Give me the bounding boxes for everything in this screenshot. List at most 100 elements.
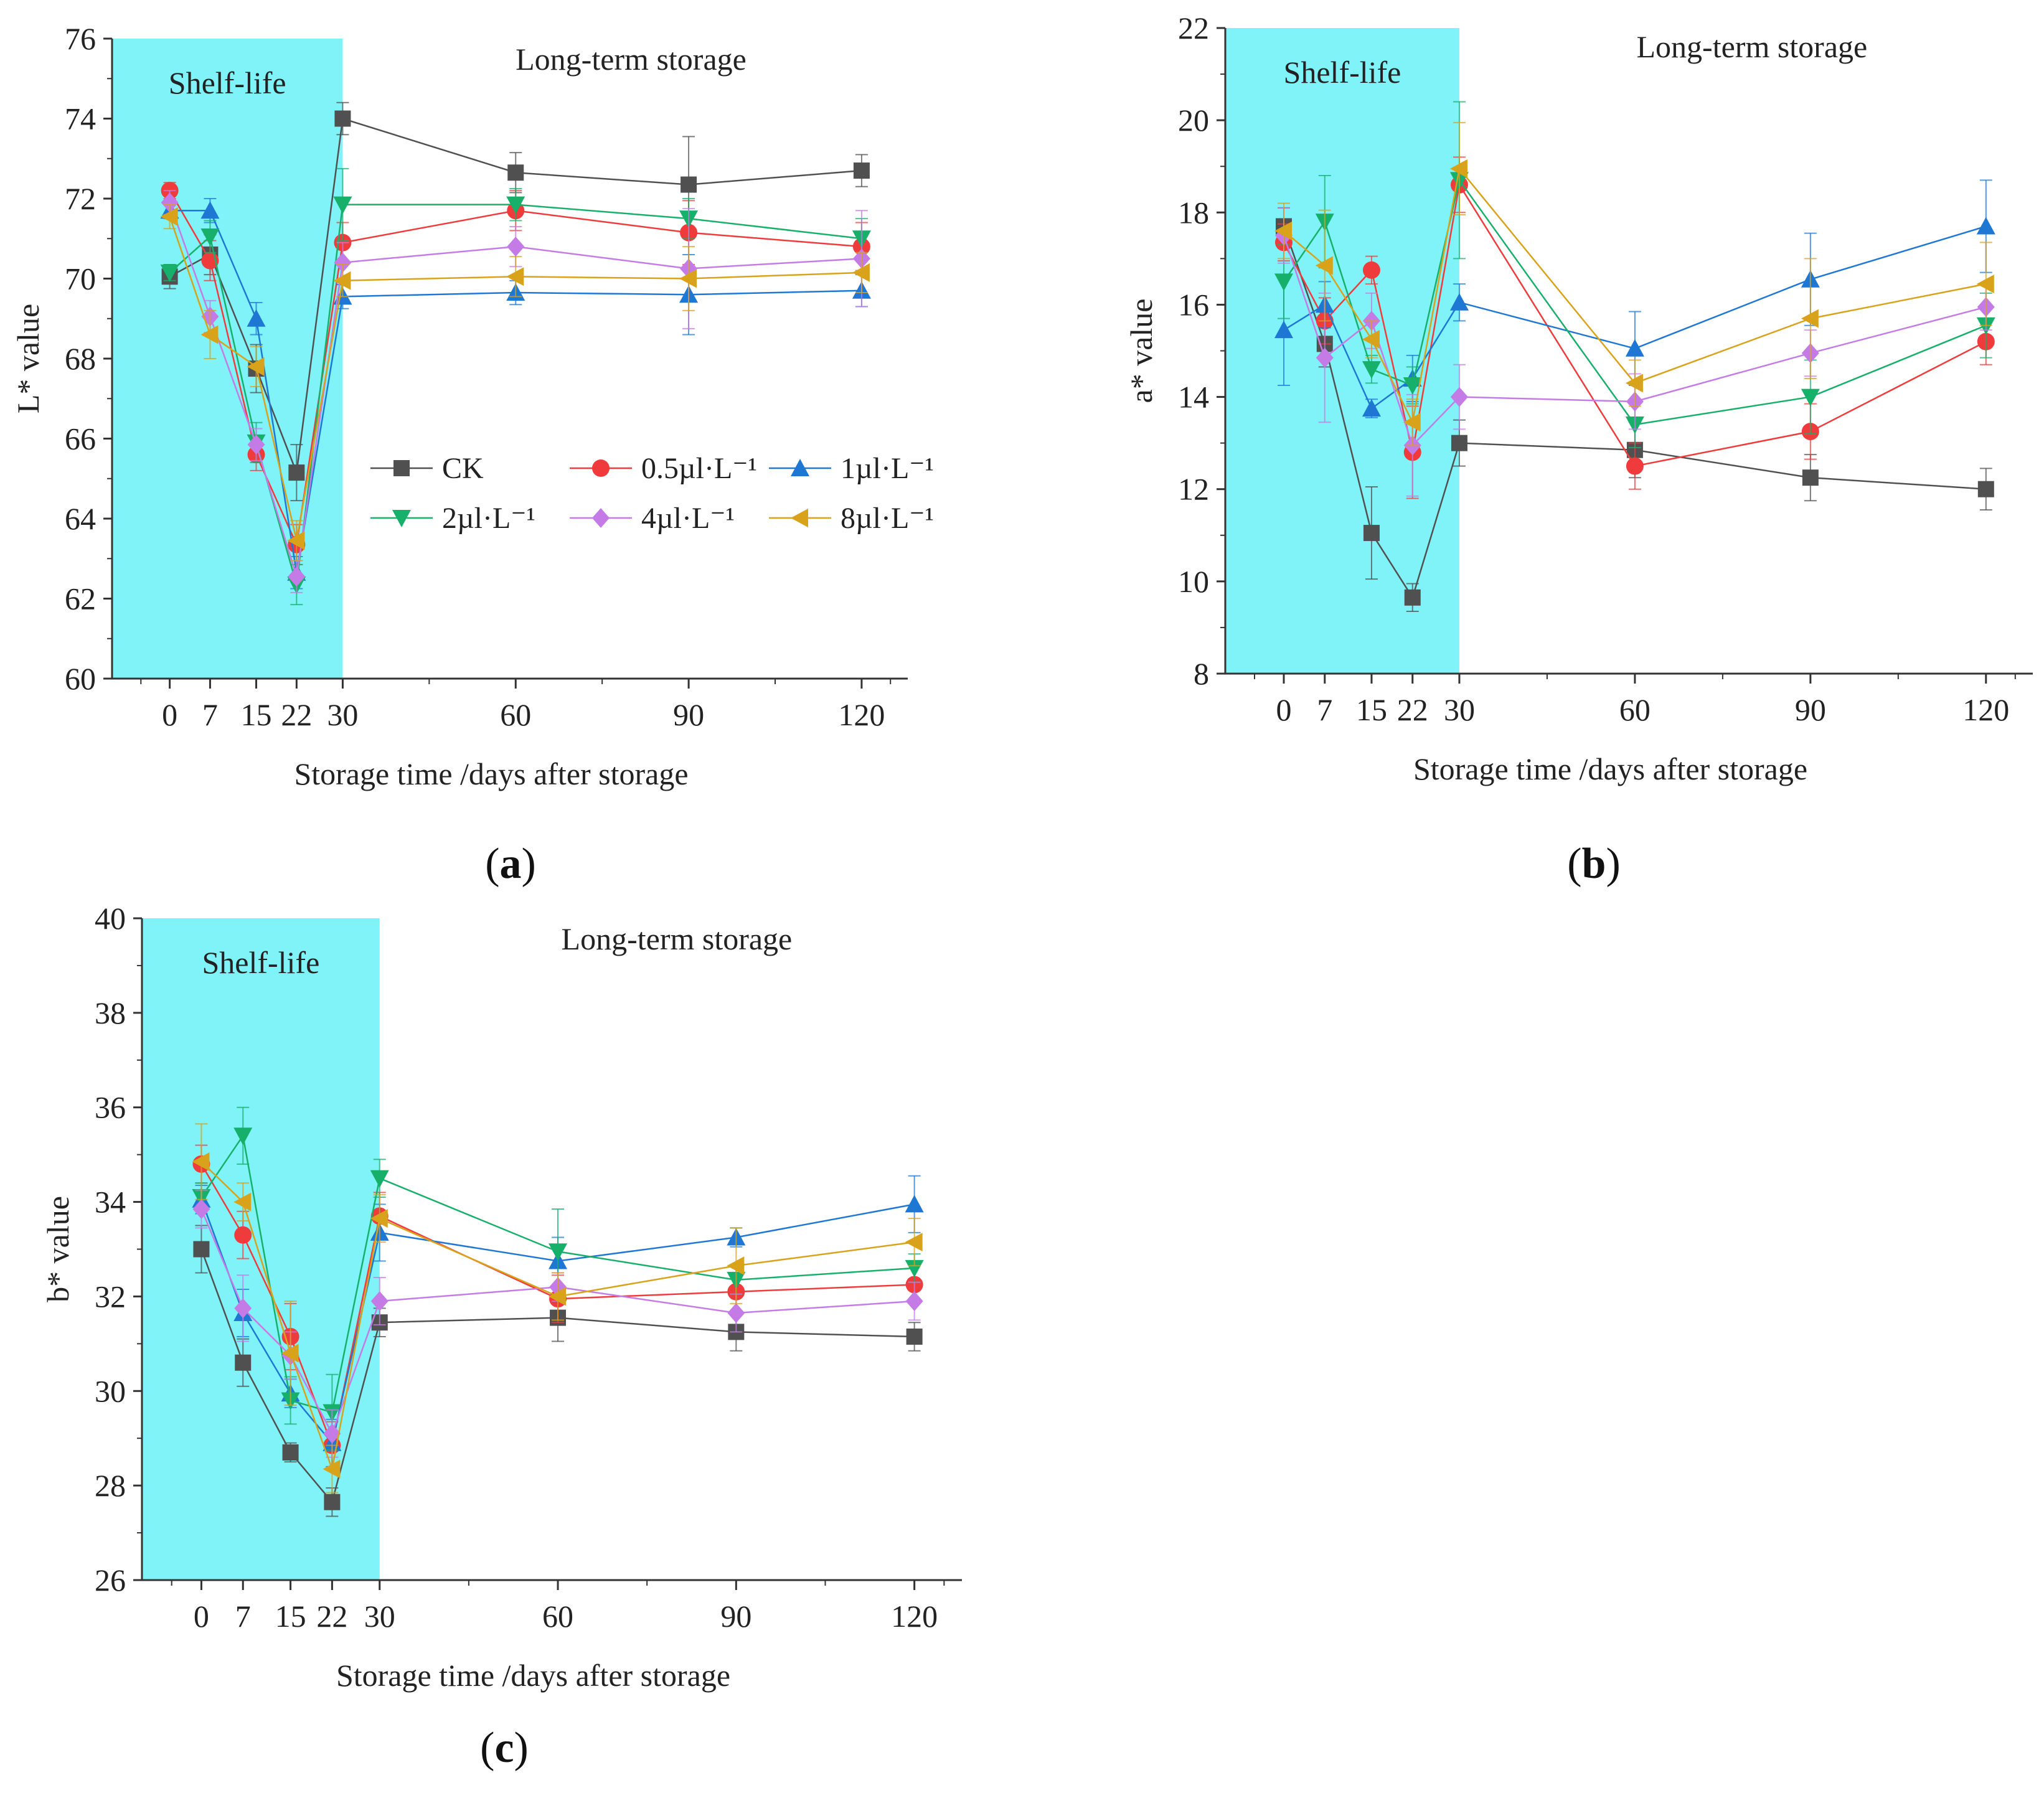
- y-tick-label: 70: [65, 261, 96, 296]
- y-tick-label: 72: [65, 181, 96, 216]
- data-point: [1363, 525, 1380, 542]
- data-point: [1362, 261, 1380, 279]
- x-tick-label: 90: [673, 697, 704, 732]
- panel-label-open: (: [485, 840, 499, 888]
- data-point: [1625, 374, 1643, 393]
- series-line: [200, 1161, 915, 1472]
- legend-marker: [791, 459, 809, 476]
- legend-label: 4µl·L⁻¹: [641, 502, 735, 535]
- data-point: [333, 271, 351, 290]
- y-tick-label: 38: [95, 995, 126, 1030]
- x-tick-label: 15: [1356, 692, 1387, 727]
- y-axis-label: b* value: [40, 1196, 75, 1302]
- data-point: [1625, 339, 1644, 357]
- data-point: [852, 263, 870, 282]
- data-point: [1362, 399, 1381, 417]
- y-tick-label: 36: [95, 1090, 126, 1125]
- legend-entry-0.5ul: 0.5µl·L⁻¹: [570, 452, 757, 485]
- y-tick-label: 14: [1178, 380, 1209, 415]
- data-point: [234, 1298, 252, 1319]
- data-point: [200, 228, 220, 247]
- series-line: [200, 1249, 915, 1504]
- data-point: [323, 1423, 341, 1444]
- x-tick-label: 22: [281, 697, 312, 732]
- x-axis-label: Storage time /days after storage: [294, 756, 688, 791]
- data-point: [1403, 413, 1421, 432]
- x-tick-label: 0: [162, 697, 177, 732]
- x-tick-label: 60: [542, 1599, 573, 1634]
- x-tick-label: 7: [202, 697, 218, 732]
- data-point: [1449, 159, 1467, 178]
- legend-entry-4ul: 4µl·L⁻¹: [570, 502, 735, 535]
- x-axis-label: Storage time /days after storage: [1413, 751, 1807, 786]
- x-tick-label: 120: [838, 697, 885, 732]
- y-tick-label: 40: [95, 901, 126, 936]
- data-point: [679, 269, 697, 288]
- data-point: [905, 1195, 924, 1213]
- data-point: [247, 309, 266, 327]
- legend-label: 0.5µl·L⁻¹: [641, 452, 757, 485]
- data-point: [281, 1344, 299, 1363]
- series-8ul: [192, 1123, 923, 1494]
- panel-label-letter: c: [494, 1724, 514, 1772]
- data-point: [282, 1444, 299, 1461]
- panel-label-open: (: [480, 1724, 494, 1772]
- data-point: [1626, 457, 1644, 475]
- data-point: [247, 357, 265, 376]
- panel-label-open: (: [1567, 840, 1581, 888]
- legend-label: 8µl·L⁻¹: [841, 502, 934, 535]
- legend-marker: [592, 459, 610, 477]
- chart-panel-c: 26 28 30 32 34 36 38 40 0 7 15 22 30 60 90 120 b* value S…: [40, 901, 962, 1772]
- y-tick-label: 64: [65, 501, 96, 536]
- data-point: [235, 1354, 252, 1371]
- legend-entry-2ul: 2µl·L⁻¹: [370, 502, 535, 535]
- panel-label: (b): [1567, 840, 1621, 888]
- series-line: [200, 1199, 915, 1445]
- y-tick-label: 68: [65, 341, 96, 376]
- shelf-life-label: Shelf-life: [169, 65, 286, 100]
- data-point: [549, 1243, 568, 1261]
- x-tick-label: 30: [1444, 692, 1475, 727]
- shelf-life-label: Shelf-life: [1284, 55, 1401, 90]
- legend-entry-CK: CK: [370, 452, 484, 485]
- data-point: [370, 1209, 388, 1228]
- panel-label: (c): [480, 1724, 529, 1772]
- legend-label: 1µl·L⁻¹: [841, 452, 934, 485]
- data-point: [727, 1303, 745, 1324]
- data-point: [507, 164, 524, 181]
- y-tick-label: 18: [1178, 195, 1209, 230]
- data-point: [333, 196, 352, 214]
- shelf-life-region: [112, 39, 343, 679]
- y-tick-label: 16: [1178, 287, 1209, 322]
- data-point: [1274, 221, 1292, 240]
- x-tick-label: 15: [275, 1599, 306, 1634]
- panel-label: (a): [485, 840, 536, 888]
- data-point: [288, 464, 305, 481]
- series-line: [1283, 226, 1986, 600]
- y-tick-label: 30: [95, 1373, 126, 1408]
- data-point: [193, 1241, 210, 1258]
- y-tick-label: 76: [65, 21, 96, 56]
- data-point: [507, 237, 525, 257]
- data-point: [905, 1291, 923, 1312]
- data-point: [200, 201, 220, 219]
- y-tick-label: 32: [95, 1279, 126, 1314]
- x-tick-label: 30: [364, 1599, 395, 1634]
- panel-label-letter: b: [1582, 840, 1606, 888]
- data-point: [1404, 589, 1421, 606]
- legend-entry-1ul: 1µl·L⁻¹: [769, 452, 934, 485]
- x-tick-label: 0: [194, 1599, 209, 1634]
- y-tick-label: 28: [95, 1468, 126, 1503]
- data-point: [334, 110, 351, 127]
- data-point: [1802, 469, 1819, 486]
- series-line: [169, 204, 862, 585]
- data-point: [549, 1287, 567, 1306]
- data-point: [1403, 377, 1422, 395]
- long-term-storage-label: Long-term storage: [516, 42, 746, 77]
- long-term-storage-label: Long-term storage: [562, 921, 793, 956]
- data-point: [681, 176, 697, 193]
- data-point: [506, 196, 525, 214]
- series-line: [1283, 225, 1987, 410]
- data-point: [323, 1459, 341, 1479]
